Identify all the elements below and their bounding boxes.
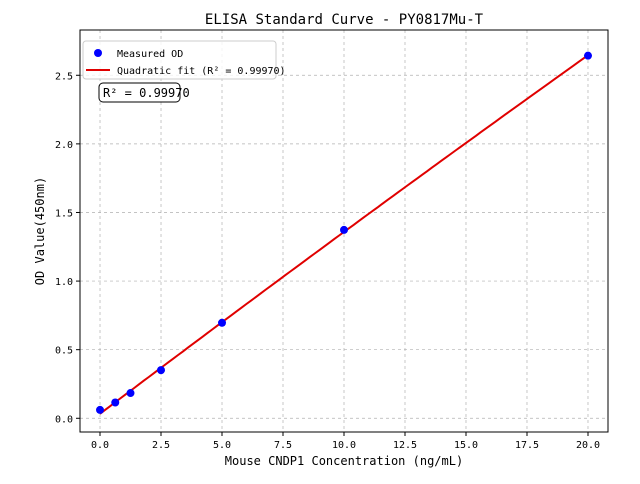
y-tick-label: 1.0 [55,277,73,288]
x-tick-label: 2.5 [152,440,170,451]
x-tick-label: 0.0 [91,440,109,451]
points-group [96,51,592,414]
legend: Measured OD Quadratic fit (R² = 0.99970) [82,40,286,80]
legend-box [82,40,277,80]
data-point [157,366,166,375]
legend-label-measured: Measured OD [117,49,183,60]
x-axis-label: Mouse CNDP1 Concentration (ng/mL) [225,454,463,468]
y-tick-label: 0.0 [55,414,73,425]
x-tick-label: 10.0 [332,440,356,451]
r2-annotation: R² = 0.99970 [98,82,190,103]
data-point [96,405,105,414]
y-tick-label: 1.5 [55,208,73,219]
x-tick-label: 7.5 [274,440,292,451]
legend-label-fit: Quadratic fit (R² = 0.99970) [117,66,286,77]
data-point [111,398,120,407]
data-point [583,51,592,60]
x-tick-label: 17.5 [515,440,539,451]
x-ticks: 0.0 2.5 5.0 7.5 10.0 12.5 15.0 17.5 20.0 [91,432,600,451]
y-tick-label: 2.5 [55,71,73,82]
data-point [340,225,348,234]
data-point [218,318,227,327]
chart-title: ELISA Standard Curve - PY0817Mu-T [205,12,484,28]
y-tick-label: 2.0 [55,140,73,151]
x-tick-label: 12.5 [393,440,417,451]
y-tick-label: 0.5 [55,346,73,357]
data-point [126,389,135,398]
grid [80,30,608,432]
y-axis-label: OD Value(450nm) [33,177,47,285]
x-tick-label: 5.0 [213,440,231,451]
r2-box [98,82,181,103]
legend-marker-measured [94,49,102,57]
x-tick-label: 15.0 [454,440,478,451]
y-ticks: 0.0 0.5 1.0 1.5 2.0 2.5 [55,71,80,425]
r2-text: R² = 0.99970 [103,86,190,100]
x-tick-label: 20.0 [576,440,600,451]
